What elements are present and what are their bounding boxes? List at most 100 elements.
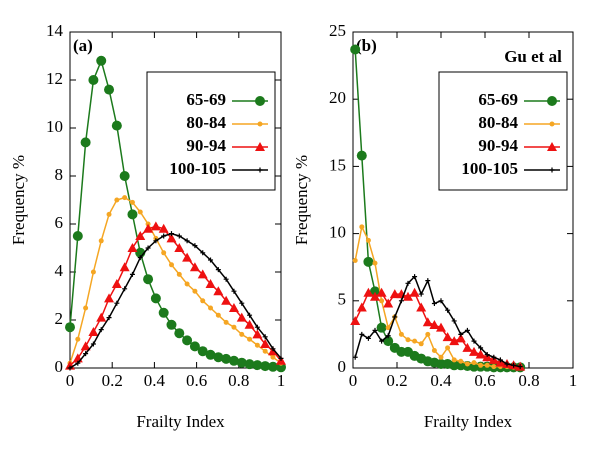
marker: [356, 302, 367, 312]
marker: [223, 319, 229, 325]
marker: [270, 346, 276, 352]
marker: [168, 262, 174, 268]
marker: [451, 357, 457, 363]
y-tick-label: 8: [55, 165, 64, 184]
marker: [65, 360, 75, 370]
x-tick-label: 0.6: [186, 371, 207, 390]
series-line: [69, 225, 282, 367]
marker: [161, 250, 167, 256]
marker: [184, 281, 190, 287]
marker: [405, 337, 411, 343]
x-tick-label: 1: [569, 371, 578, 390]
marker: [197, 346, 208, 357]
marker: [449, 336, 460, 346]
marker: [192, 243, 198, 249]
marker: [221, 295, 232, 305]
legend-label: 90-94: [478, 136, 518, 155]
marker: [129, 271, 135, 277]
marker: [475, 349, 486, 359]
marker: [425, 278, 431, 284]
marker: [215, 267, 221, 273]
x-tick-label: 0.6: [474, 371, 495, 390]
marker: [260, 361, 271, 372]
x-axis-label: Frailty Index: [424, 412, 513, 431]
panel-label: (a): [73, 36, 93, 55]
marker: [182, 335, 193, 346]
marker: [445, 345, 451, 351]
marker: [244, 359, 255, 370]
marker: [376, 287, 387, 297]
marker: [464, 327, 470, 333]
marker: [189, 341, 200, 352]
marker: [267, 361, 278, 372]
marker: [484, 362, 490, 368]
marker: [257, 167, 263, 173]
marker: [236, 312, 247, 322]
marker: [257, 121, 263, 127]
marker: [517, 364, 523, 370]
marker: [478, 345, 484, 351]
marker: [153, 238, 159, 244]
marker: [205, 349, 216, 360]
marker: [158, 307, 169, 318]
marker: [392, 314, 398, 320]
marker: [158, 223, 169, 233]
marker: [119, 171, 130, 181]
marker: [143, 223, 154, 233]
marker: [436, 322, 446, 332]
marker: [416, 302, 427, 312]
marker: [260, 339, 271, 348]
marker: [129, 199, 135, 205]
marker: [350, 44, 361, 55]
marker: [445, 307, 451, 313]
marker: [422, 317, 433, 327]
marker: [223, 276, 229, 282]
marker: [363, 287, 374, 297]
marker: [255, 96, 265, 106]
marker: [80, 137, 91, 148]
y-tick-label: 4: [55, 261, 64, 280]
marker: [403, 291, 413, 301]
marker: [383, 298, 394, 308]
marker: [127, 209, 138, 220]
marker: [137, 209, 143, 215]
marker: [431, 300, 437, 306]
marker: [547, 142, 557, 151]
marker: [176, 271, 182, 277]
marker: [83, 305, 89, 311]
marker: [197, 269, 208, 279]
marker: [270, 354, 276, 360]
marker: [471, 338, 477, 344]
marker: [150, 221, 161, 231]
marker: [192, 288, 198, 294]
marker: [228, 355, 239, 366]
marker: [189, 262, 200, 272]
y-tick-label: 10: [329, 223, 346, 242]
marker: [398, 298, 404, 304]
plot-frame: [69, 31, 282, 369]
marker: [418, 291, 424, 297]
marker: [98, 327, 104, 333]
marker: [104, 84, 115, 95]
y-tick-label: 12: [46, 69, 63, 88]
marker: [215, 312, 221, 318]
marker: [168, 231, 174, 237]
marker: [145, 245, 151, 251]
marker: [90, 269, 96, 275]
marker: [72, 231, 83, 241]
marker: [90, 341, 96, 347]
marker: [412, 274, 418, 280]
marker: [98, 238, 104, 244]
marker: [262, 334, 268, 340]
x-tick-label: 0.4: [144, 371, 166, 390]
marker: [385, 325, 391, 331]
x-tick-label: 0: [349, 371, 358, 390]
marker: [262, 348, 268, 354]
marker: [213, 352, 224, 363]
marker: [111, 120, 122, 131]
marker: [106, 211, 112, 217]
marker: [370, 286, 380, 297]
marker: [239, 331, 245, 337]
marker: [412, 338, 418, 344]
